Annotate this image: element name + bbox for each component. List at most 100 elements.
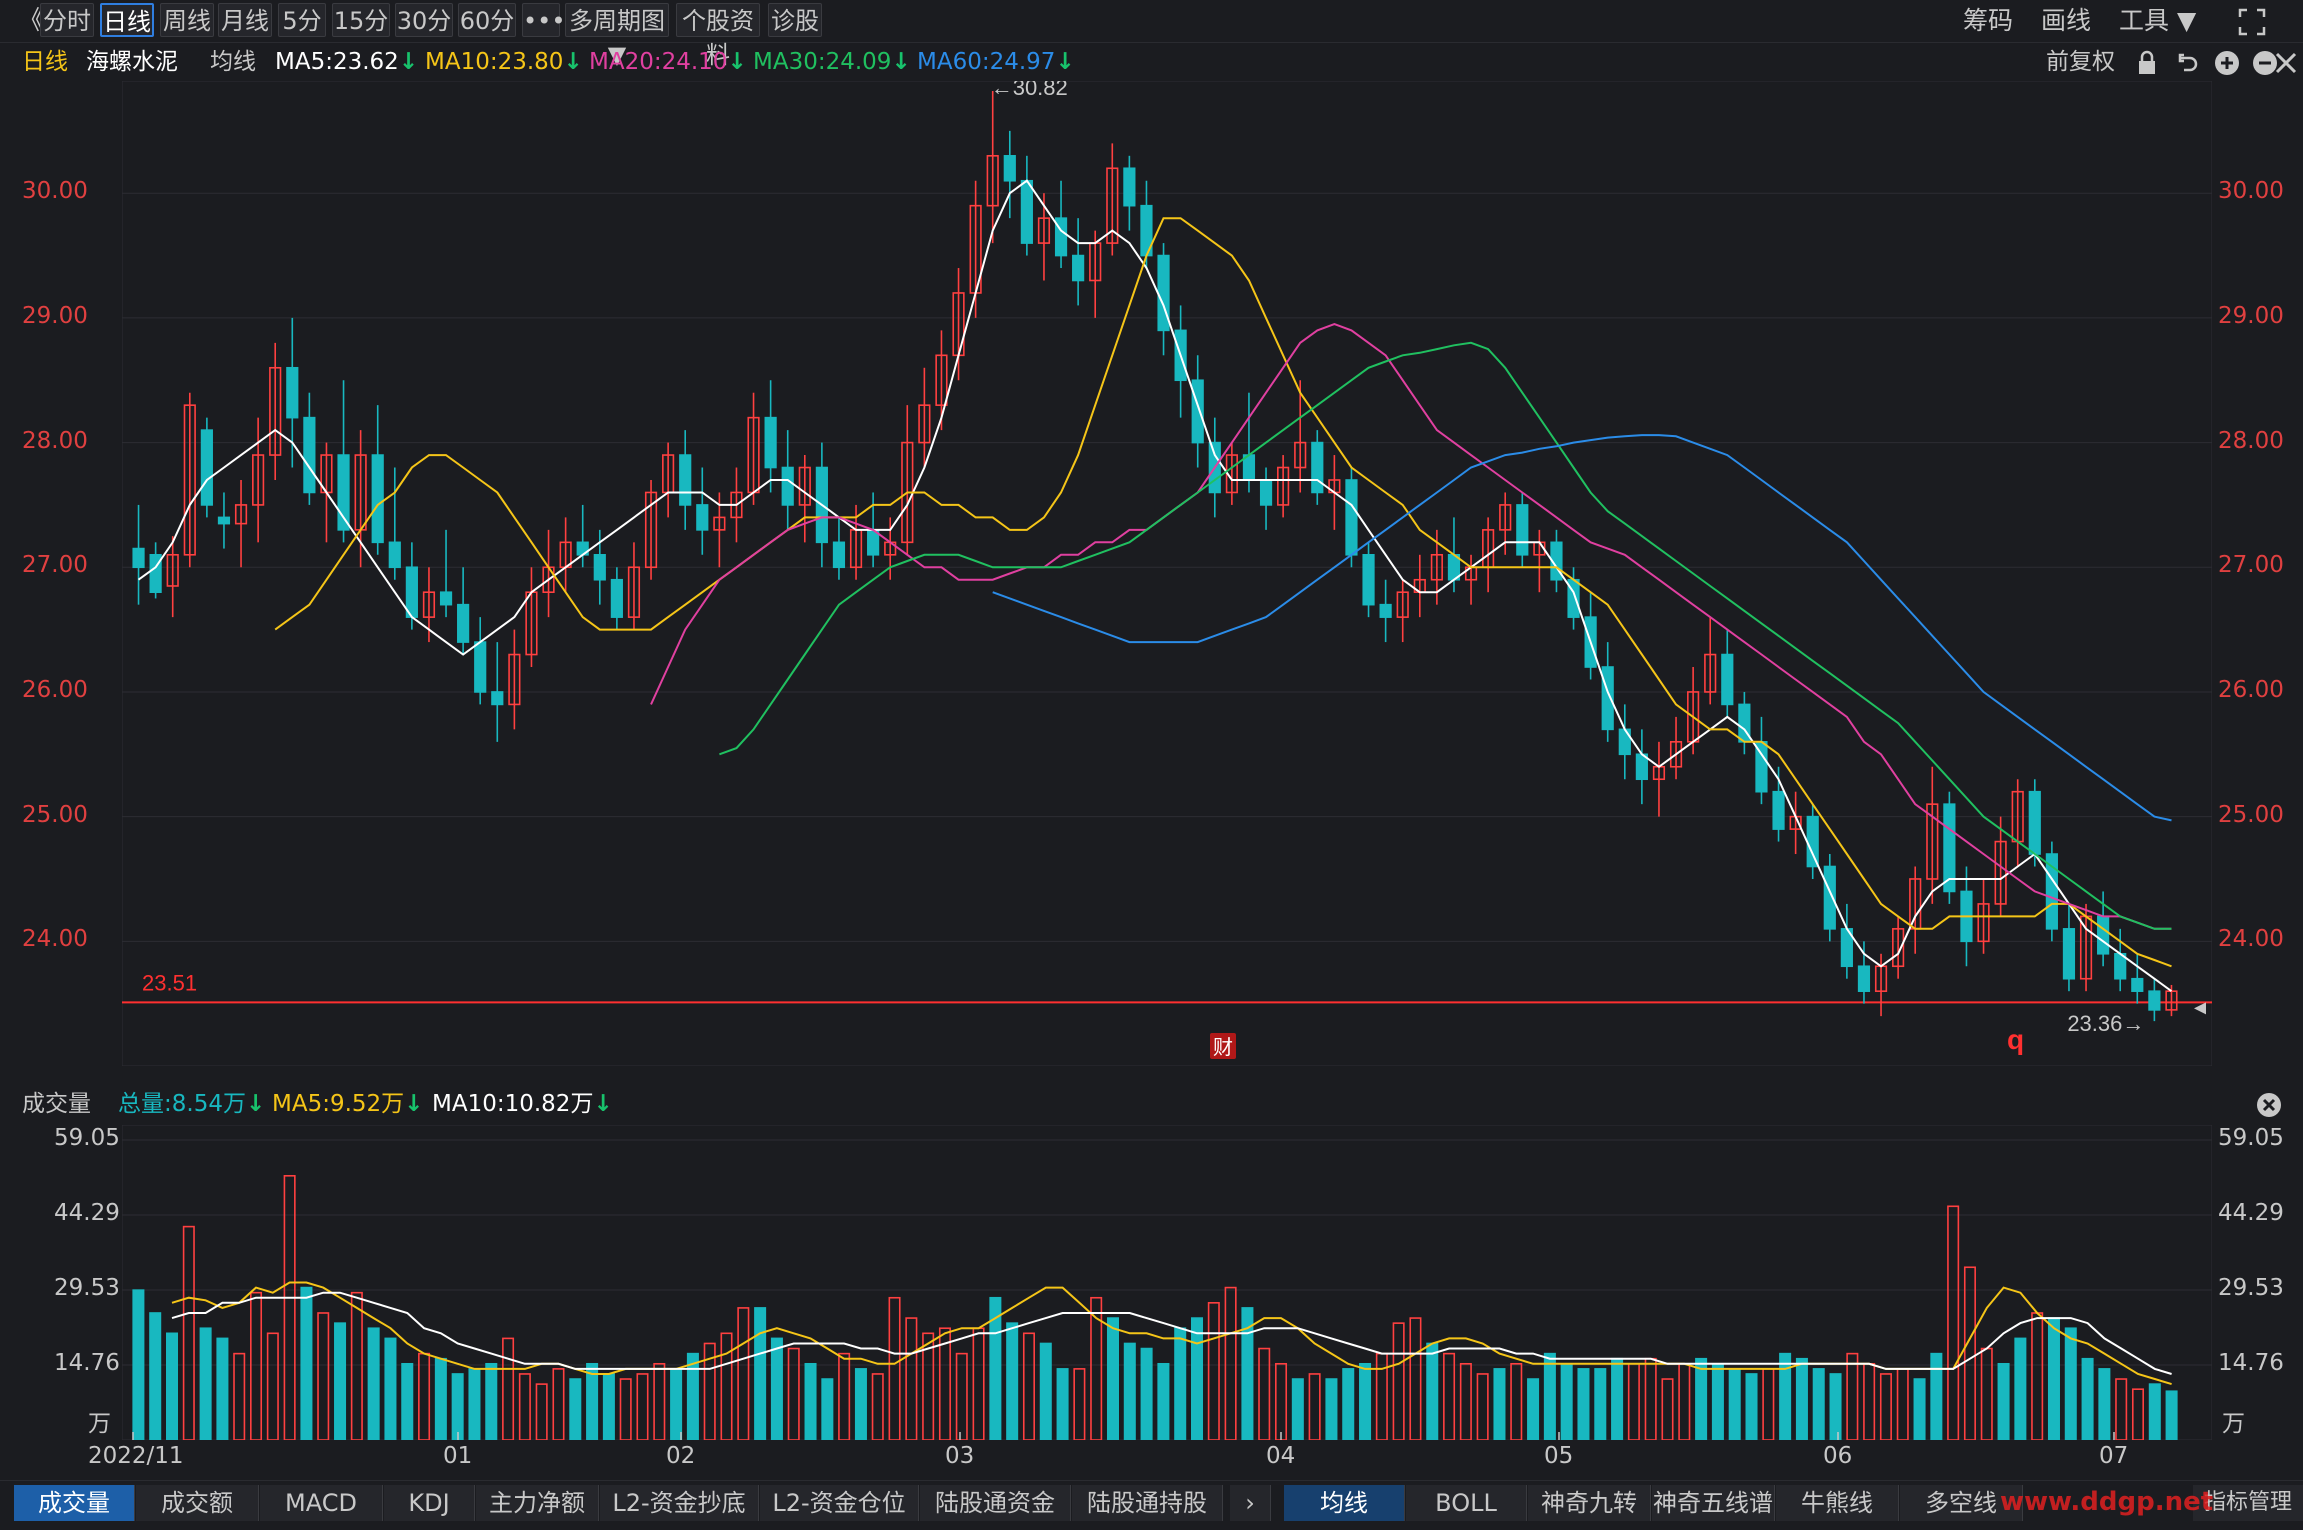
volume-bar xyxy=(1207,1302,1220,1440)
candle xyxy=(644,491,658,569)
volume-bar xyxy=(1392,1322,1405,1440)
back-icon[interactable]: 《 xyxy=(18,6,45,36)
volume-bar xyxy=(1342,1368,1355,1440)
volume-bar xyxy=(1711,1362,1724,1440)
overlay-tab-1[interactable]: BOLL xyxy=(1406,1485,1527,1521)
more-tabs-icon[interactable]: › xyxy=(1230,1485,1271,1521)
candle xyxy=(303,416,316,494)
volume-chart[interactable] xyxy=(122,1125,2212,1440)
overlay-tab-3[interactable]: 神奇五线谱 xyxy=(1652,1485,1775,1521)
period-button-5[interactable]: 15分 xyxy=(332,3,390,37)
top-toolbar: 《 分时 日线 周线 月线 5分 15分 30分 60分 ••• 多周期图 ▼ 个股资料 诊股 筹码 … xyxy=(0,0,2303,69)
overlay-tab-0[interactable]: 均线 xyxy=(1284,1485,1405,1521)
y-tick-label-left: 27.00 xyxy=(22,552,88,579)
indicator-tab-0[interactable]: 成交量 xyxy=(14,1485,135,1521)
tools-menu-button[interactable]: 工具 ▼ xyxy=(2119,6,2197,35)
volume-bar xyxy=(1527,1378,1540,1440)
candle xyxy=(371,454,384,544)
candle xyxy=(1516,504,1529,556)
indicator-management-tab[interactable]: 指标管理 xyxy=(2193,1485,2303,1521)
volume-bar xyxy=(518,1373,531,1440)
volume-bar xyxy=(787,1347,800,1440)
candlestick-panel[interactable]: 30.00 29.00 28.00 27.00 26.00 25.00 24.00 30.0… xyxy=(0,81,2303,1081)
stock-name: 海螺水泥 xyxy=(86,49,178,75)
volume-bar xyxy=(334,1322,347,1440)
period-button-10[interactable]: 个股资料 xyxy=(676,3,760,69)
indicator-tab-1[interactable]: 成交额 xyxy=(136,1485,259,1521)
candle xyxy=(217,516,231,525)
volume-bar xyxy=(720,1332,733,1440)
volume-bar xyxy=(1879,1373,1892,1440)
draw-line-button[interactable]: 画线 xyxy=(2041,6,2092,35)
period-button-6[interactable]: 30分 xyxy=(395,3,453,37)
period-label: 日线 xyxy=(22,49,68,75)
x-tick-label: 05 xyxy=(1544,1443,1574,1469)
volume-bar xyxy=(199,1327,212,1440)
period-button-4[interactable]: 5分 xyxy=(278,3,326,37)
candle xyxy=(1379,603,1392,618)
volume-bar xyxy=(1039,1342,1052,1440)
indicator-tab-bar: 成交量 成交额 MACD KDJ 主力净额 L2-资金抄底 L2-资金仓位 陆股通资金 陆股通持… xyxy=(0,1480,2303,1530)
period-button-1[interactable]: 日线 xyxy=(100,3,154,37)
volume-bar xyxy=(1829,1373,1842,1440)
period-button-9[interactable]: 多周期图 ▼ xyxy=(565,3,669,69)
volume-bar xyxy=(250,1291,263,1440)
candle xyxy=(1430,553,1443,581)
candle xyxy=(252,454,265,506)
indicator-tab-3[interactable]: KDJ xyxy=(384,1485,475,1521)
candle xyxy=(1994,840,2007,905)
volume-bar xyxy=(1409,1317,1422,1440)
candle xyxy=(1499,504,1512,531)
y-tick-label-right: 29.00 xyxy=(2218,302,2284,329)
undo-icon[interactable] xyxy=(2176,44,2200,80)
volume-bar xyxy=(922,1332,935,1440)
period-button-0[interactable]: 分时 xyxy=(40,3,94,37)
candle xyxy=(1396,591,1409,618)
indicator-tab-5[interactable]: L2-资金抄底 xyxy=(600,1485,759,1521)
period-button-11[interactable]: 诊股 xyxy=(768,3,822,37)
expand-icon[interactable] xyxy=(2237,0,2267,42)
volume-bar xyxy=(703,1342,716,1440)
candle xyxy=(2131,977,2144,992)
lock-icon[interactable] xyxy=(2136,44,2158,80)
volume-bar xyxy=(1106,1317,1120,1440)
indicator-tab-2[interactable]: MACD xyxy=(260,1485,383,1521)
overlay-tab-4[interactable]: 牛熊线 xyxy=(1776,1485,1899,1521)
volume-bar xyxy=(468,1368,481,1440)
volume-bar xyxy=(1056,1368,1069,1440)
indicator-tab-8[interactable]: 陆股通持股 xyxy=(1072,1485,1223,1521)
x-tick-label: 03 xyxy=(945,1443,975,1469)
volume-bar xyxy=(2098,1368,2111,1440)
candle xyxy=(1823,865,1836,930)
volume-bar xyxy=(1745,1373,1758,1440)
indicator-tab-7[interactable]: 陆股通资金 xyxy=(920,1485,1071,1521)
adjust-mode-button[interactable]: 前复权 xyxy=(2046,49,2115,75)
indicator-tab-4[interactable]: 主力净额 xyxy=(476,1485,599,1521)
chip-distribution-button[interactable]: 筹码 xyxy=(1963,6,2014,35)
volume-bar xyxy=(1308,1373,1321,1440)
overlay-tab-2[interactable]: 神奇九转 xyxy=(1528,1485,1651,1521)
volume-bar xyxy=(535,1383,548,1440)
volume-bar xyxy=(602,1373,615,1440)
candlestick-chart[interactable]: 23.51 ←30.82 23.36→ 财 q xyxy=(122,81,2212,1066)
candle xyxy=(1362,553,1375,606)
volume-bar xyxy=(1863,1362,1876,1440)
zoom-out-icon[interactable] xyxy=(2252,44,2278,80)
candle xyxy=(1857,965,1871,992)
volume-bar xyxy=(1577,1368,1590,1440)
indicator-tab-6[interactable]: L2-资金仓位 xyxy=(760,1485,919,1521)
ma-label[interactable]: 均线 xyxy=(210,49,256,75)
close-icon[interactable] xyxy=(2273,44,2299,80)
low-label: 23.36→ xyxy=(2067,1011,2144,1036)
overlay-tab-5[interactable]: 多空线 xyxy=(1900,1485,2023,1521)
period-button-7[interactable]: 60分 xyxy=(458,3,516,37)
candle xyxy=(1277,466,1290,506)
close-volume-panel-icon[interactable] xyxy=(2256,1086,2282,1122)
zoom-in-icon[interactable] xyxy=(2214,44,2240,80)
volume-bar xyxy=(754,1307,767,1440)
candle xyxy=(166,553,179,587)
period-button-8[interactable]: ••• xyxy=(522,3,565,37)
volume-bar xyxy=(1190,1317,1204,1440)
period-button-3[interactable]: 月线 xyxy=(218,3,272,37)
period-button-2[interactable]: 周线 xyxy=(160,3,214,37)
